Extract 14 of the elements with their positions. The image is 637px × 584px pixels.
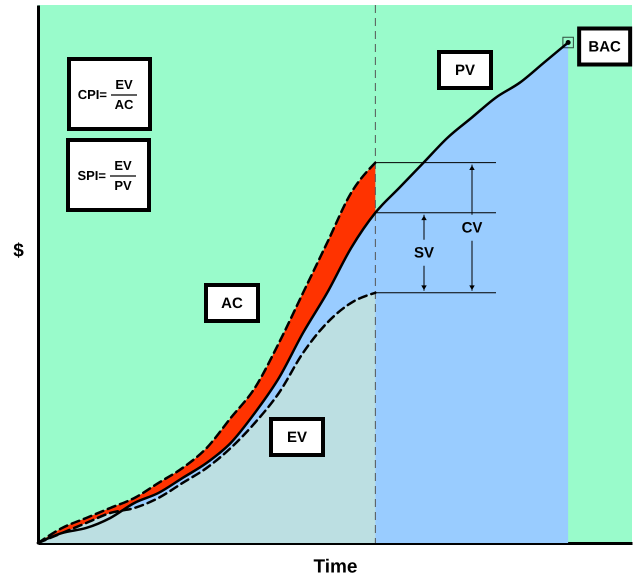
text: AC xyxy=(221,295,243,312)
annotation: CV xyxy=(462,220,482,237)
annotation: AC xyxy=(114,97,134,112)
annotation: BAC xyxy=(588,38,622,56)
annotation: CPI= xyxy=(78,87,108,102)
annotation: EV xyxy=(114,158,132,173)
annotation: PV xyxy=(114,178,132,193)
series-label: EV xyxy=(286,429,308,446)
series-label: PV xyxy=(454,62,476,79)
x-axis-title: Time xyxy=(313,556,358,578)
y-axis-title: $ xyxy=(13,240,24,262)
annotation: EV xyxy=(115,77,133,92)
annotation: SV xyxy=(414,244,434,262)
annotation: SPI= xyxy=(77,168,106,183)
